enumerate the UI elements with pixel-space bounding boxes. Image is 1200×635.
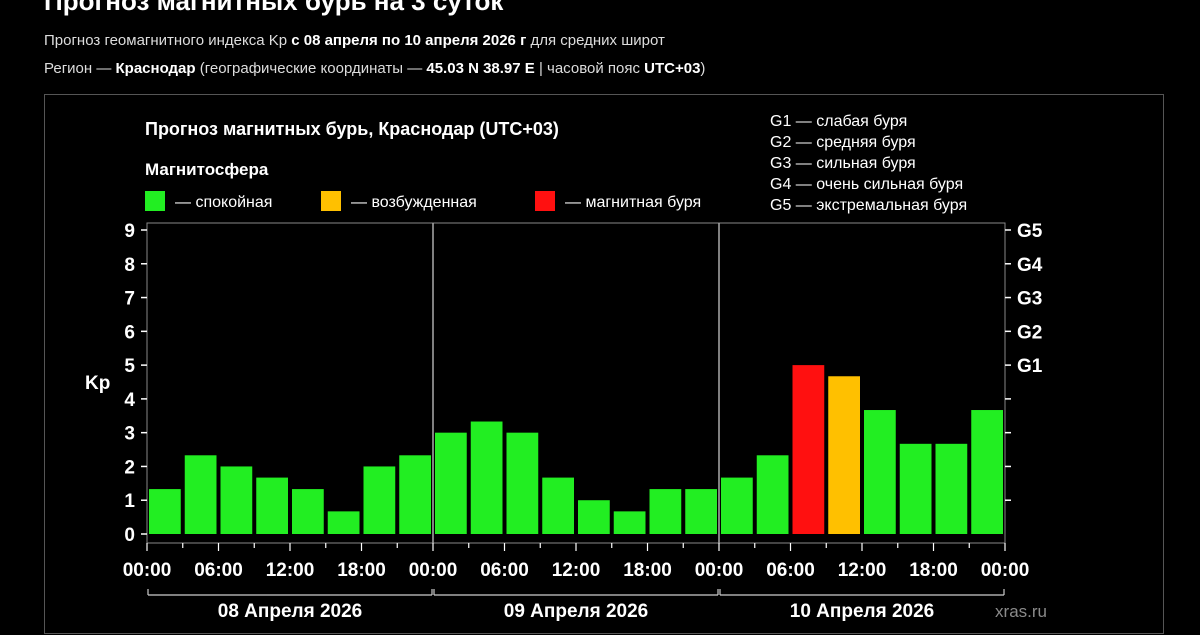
kp-bar xyxy=(506,432,539,534)
x-tick-label: 12:00 xyxy=(838,560,887,581)
region-name: Краснодар xyxy=(115,60,196,77)
storm-level-label: G4 — очень сильная буря xyxy=(770,176,963,193)
date-range: с 08 апреля по 10 апреля 2026 г xyxy=(291,32,527,49)
kp-bar xyxy=(828,376,860,534)
watermark: xras.ru xyxy=(995,602,1047,621)
legend-swatch xyxy=(145,191,165,211)
kp-bar xyxy=(792,365,825,534)
kp-bar xyxy=(899,443,932,534)
y-tick-label: 3 xyxy=(124,424,135,445)
coords-value: 45.03 N 38.97 E xyxy=(426,60,535,77)
timezone-label: | часовой пояс xyxy=(534,60,645,77)
kp-bar xyxy=(685,489,717,534)
kp-bar xyxy=(542,477,574,534)
kp-bar xyxy=(721,477,753,534)
x-tick-label: 00:00 xyxy=(695,560,744,581)
x-tick-label: 18:00 xyxy=(909,560,958,581)
kp-bar xyxy=(935,443,968,534)
legend-title: Магнитосфера xyxy=(145,160,269,179)
kp-bar xyxy=(435,432,467,534)
region-info: Регион — Краснодар (географические коорд… xyxy=(44,60,705,77)
y-tick-label: 7 xyxy=(124,289,135,310)
day-label: 08 Апреля 2026 xyxy=(218,601,363,622)
legend-label: — спокойная xyxy=(175,194,272,211)
region-close: ) xyxy=(700,60,706,77)
page-title: Прогноз магнитных бурь на 3 суток xyxy=(44,0,504,16)
kp-bar xyxy=(256,477,288,534)
kp-bar xyxy=(363,466,396,534)
description-prefix: Прогноз геомагнитного индекса Kp xyxy=(44,32,292,49)
y-tick-label: 5 xyxy=(124,356,135,377)
x-tick-label: 12:00 xyxy=(552,560,601,581)
x-tick-label: 18:00 xyxy=(337,560,386,581)
day-label: 09 Апреля 2026 xyxy=(504,601,649,622)
y-axis-label: Kp xyxy=(85,373,110,394)
x-tick-label: 12:00 xyxy=(266,560,315,581)
x-tick-label: 18:00 xyxy=(623,560,672,581)
kp-bar xyxy=(220,466,253,534)
day-label: 10 Апреля 2026 xyxy=(790,601,935,622)
chart-panel: Прогноз магнитных бурь, Краснодар (UTC+0… xyxy=(44,94,1164,634)
storm-level-tick-label: G2 xyxy=(1017,322,1042,343)
kp-bar xyxy=(327,511,360,534)
kp-bar xyxy=(756,455,789,534)
x-tick-label: 00:00 xyxy=(981,560,1030,581)
legend-label: — магнитная буря xyxy=(565,194,701,211)
y-tick-label: 8 xyxy=(124,255,135,276)
y-tick-label: 6 xyxy=(124,322,135,343)
storm-level-tick-label: G3 xyxy=(1017,289,1042,310)
kp-bar xyxy=(971,410,1003,534)
x-tick-label: 06:00 xyxy=(766,560,815,581)
description-suffix: для средних широт xyxy=(526,32,665,49)
x-tick-label: 06:00 xyxy=(194,560,243,581)
storm-level-tick-label: G5 xyxy=(1017,221,1043,242)
storm-level-label: G5 — экстремальная буря xyxy=(770,197,967,214)
region-label: Регион — xyxy=(44,60,116,77)
kp-bar xyxy=(613,511,646,534)
y-tick-label: 9 xyxy=(124,221,135,242)
legend-label: — возбужденная xyxy=(351,194,477,211)
x-tick-label: 00:00 xyxy=(409,560,458,581)
kp-bar xyxy=(399,455,431,534)
kp-bar xyxy=(470,421,503,534)
storm-level-tick-label: G1 xyxy=(1017,356,1043,377)
y-tick-label: 0 xyxy=(124,525,135,546)
kp-bar xyxy=(864,410,896,534)
coords-label: (географические координаты — xyxy=(195,60,427,77)
y-tick-label: 2 xyxy=(124,457,135,478)
chart-title: Прогноз магнитных бурь, Краснодар (UTC+0… xyxy=(145,119,559,139)
kp-chart: Прогноз магнитных бурь, Краснодар (UTC+0… xyxy=(85,113,1047,622)
kp-bar xyxy=(184,455,217,534)
y-tick-label: 4 xyxy=(124,390,135,411)
storm-level-tick-label: G4 xyxy=(1017,255,1043,276)
y-tick-label: 1 xyxy=(124,491,135,512)
x-tick-label: 00:00 xyxy=(123,560,172,581)
kp-bar xyxy=(578,500,610,534)
x-tick-label: 06:00 xyxy=(480,560,529,581)
timezone-value: UTC+03 xyxy=(644,60,701,77)
storm-level-label: G1 — слабая буря xyxy=(770,113,907,130)
storm-level-label: G3 — сильная буря xyxy=(770,155,916,172)
kp-bar xyxy=(292,489,324,534)
legend-swatch xyxy=(535,191,555,211)
storm-level-label: G2 — средняя буря xyxy=(770,134,916,151)
legend-swatch xyxy=(321,191,341,211)
forecast-description: Прогноз геомагнитного индекса Kp с 08 ап… xyxy=(44,32,665,49)
kp-bar xyxy=(149,489,181,534)
kp-bar xyxy=(649,489,682,534)
